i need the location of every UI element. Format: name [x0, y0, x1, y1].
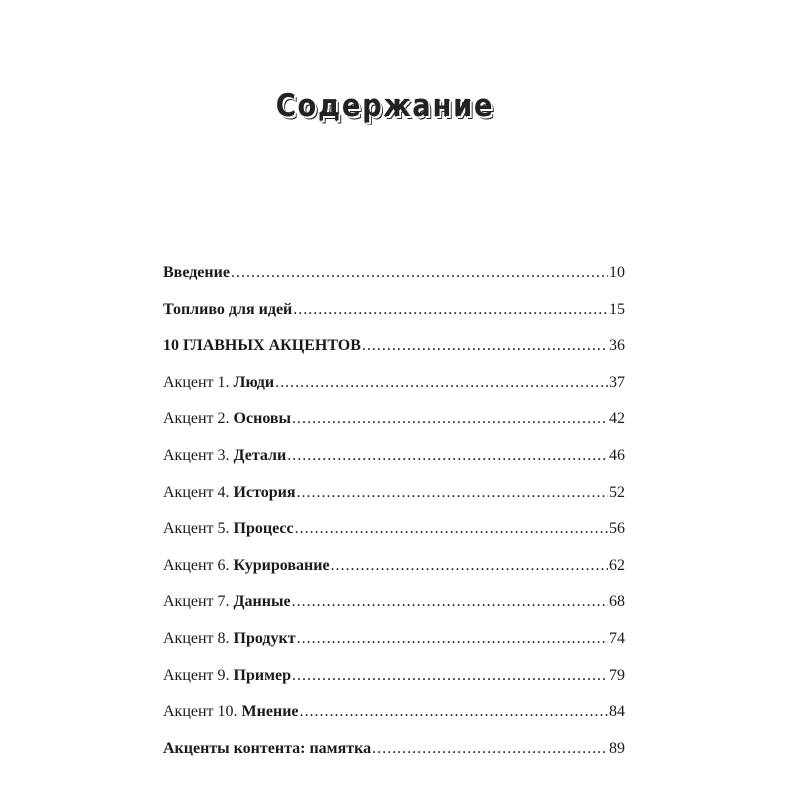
toc-entry-prefix: Акцент 2. — [163, 410, 234, 428]
toc-entry-page: 37 — [609, 373, 625, 391]
page-title: Содержание — [275, 88, 495, 124]
toc-entry-page: 79 — [609, 666, 625, 684]
dot-leader — [297, 484, 608, 502]
toc-entry-prefix: Акцент 5. — [163, 520, 234, 538]
toc-entry[interactable]: Акцент 1. Люди 37 — [163, 374, 625, 411]
toc-entry[interactable]: Акцент 2. Основы 42 — [163, 410, 625, 447]
toc-entry-page: 74 — [609, 629, 625, 647]
toc-entry-page: 84 — [609, 703, 625, 721]
dot-leader — [292, 667, 608, 685]
toc-entry[interactable]: Акцент 8. Продукт 74 — [163, 630, 625, 667]
toc-entry-label: Мнение — [241, 703, 299, 721]
toc-entry-prefix: Акцент 4. — [163, 483, 234, 501]
toc-entry-label: Продукт — [233, 629, 296, 647]
dot-leader — [275, 374, 608, 392]
toc-entry-prefix: Акцент 3. — [163, 446, 234, 464]
toc-entry-title: Акцент 6. Курирование — [163, 557, 330, 575]
toc-entry-title: 10 ГЛАВНЫХ АКЦЕНТОВ — [163, 337, 361, 355]
toc-entry-label: Курирование — [233, 556, 330, 574]
toc-entry-page: 46 — [609, 446, 625, 464]
toc-entry-title: Акценты контента: памятка — [163, 740, 371, 758]
toc-entry-label: Пример — [233, 666, 292, 684]
toc-entry-title: Акцент 9. Пример — [163, 667, 291, 685]
dot-leader — [372, 740, 608, 758]
toc-entry-page: 15 — [609, 300, 625, 318]
toc-entry-page: 56 — [609, 520, 625, 538]
toc-entry-page: 52 — [609, 483, 625, 501]
dot-leader — [293, 301, 608, 319]
toc-entry-page: 42 — [609, 410, 625, 428]
dot-leader — [300, 703, 608, 721]
toc-entry-title: Акцент 2. Основы — [163, 410, 291, 428]
toc-entry-title: Акцент 7. Данные — [163, 593, 291, 611]
toc-entry-page: 36 — [609, 337, 625, 355]
toc-entry-prefix: Акцент 6. — [163, 556, 234, 574]
dot-leader — [362, 337, 608, 355]
dot-leader — [231, 264, 608, 282]
toc-entry[interactable]: Акцент 9. Пример 79 — [163, 667, 625, 704]
toc-entry-page: 68 — [609, 593, 625, 611]
toc-entry-title: Акцент 5. Процесс — [163, 520, 294, 538]
toc-entry-label: Введение — [163, 264, 230, 281]
toc-entry[interactable]: 10 ГЛАВНЫХ АКЦЕНТОВ 36 — [163, 337, 625, 374]
toc-entry-label: Люди — [233, 373, 275, 391]
toc-entry-title: Акцент 4. История — [163, 484, 296, 502]
toc-entry-page: 62 — [609, 556, 625, 574]
dot-leader — [295, 520, 608, 538]
toc-entry-page: 10 — [609, 264, 625, 281]
toc-entry[interactable]: Акценты контента: памятка 89 — [163, 740, 625, 777]
toc-entry-label: Топливо для идей — [163, 300, 293, 318]
toc-entry-label: Основы — [233, 410, 292, 428]
toc-entry-label: Данные — [233, 593, 291, 611]
toc-entry-prefix: Акцент 7. — [163, 593, 234, 611]
toc-entry[interactable]: Топливо для идей 15 — [163, 301, 625, 338]
toc-entry-title: Акцент 3. Детали — [163, 447, 286, 465]
toc-entry-prefix: Акцент 9. — [163, 666, 234, 684]
toc-entry[interactable]: Акцент 6. Курирование 62 — [163, 557, 625, 594]
toc-entry-title: Акцент 10. Мнение — [163, 703, 299, 721]
dot-leader — [292, 410, 608, 428]
toc-entry-label: Детали — [233, 446, 287, 464]
toc-entry-label: Акценты контента: памятка — [163, 739, 372, 757]
toc-entry-prefix: Акцент 8. — [163, 629, 234, 647]
toc-entry[interactable]: Введение 10 — [163, 264, 625, 301]
dot-leader — [287, 447, 608, 465]
toc-entry[interactable]: Акцент 7. Данные 68 — [163, 593, 625, 630]
toc-entry-prefix: Акцент 10. — [163, 703, 242, 721]
toc-entry-title: Топливо для идей — [163, 301, 292, 319]
table-of-contents: Введение 10 Топливо для идей 15 10 ГЛАВНЫХ А… — [163, 264, 625, 776]
toc-entry-label: Процесс — [233, 520, 294, 538]
dot-leader — [331, 557, 608, 575]
toc-entry[interactable]: Акцент 10. Мнение 84 — [163, 703, 625, 740]
dot-leader — [292, 593, 608, 611]
toc-entry-title: Акцент 8. Продукт — [163, 630, 296, 648]
toc-entry-label: 10 ГЛАВНЫХ АКЦЕНТОВ — [163, 337, 361, 355]
toc-entry-label: История — [233, 483, 296, 501]
toc-entry[interactable]: Акцент 4. История 52 — [163, 484, 625, 521]
toc-entry-title: Введение — [163, 264, 230, 282]
toc-entry-prefix: Акцент 1. — [163, 373, 234, 391]
toc-entry-page: 89 — [609, 739, 625, 757]
dot-leader — [297, 630, 608, 648]
toc-entry[interactable]: Акцент 5. Процесс 56 — [163, 520, 625, 557]
toc-entry-title: Акцент 1. Люди — [163, 374, 274, 392]
toc-entry[interactable]: Акцент 3. Детали 46 — [163, 447, 625, 484]
